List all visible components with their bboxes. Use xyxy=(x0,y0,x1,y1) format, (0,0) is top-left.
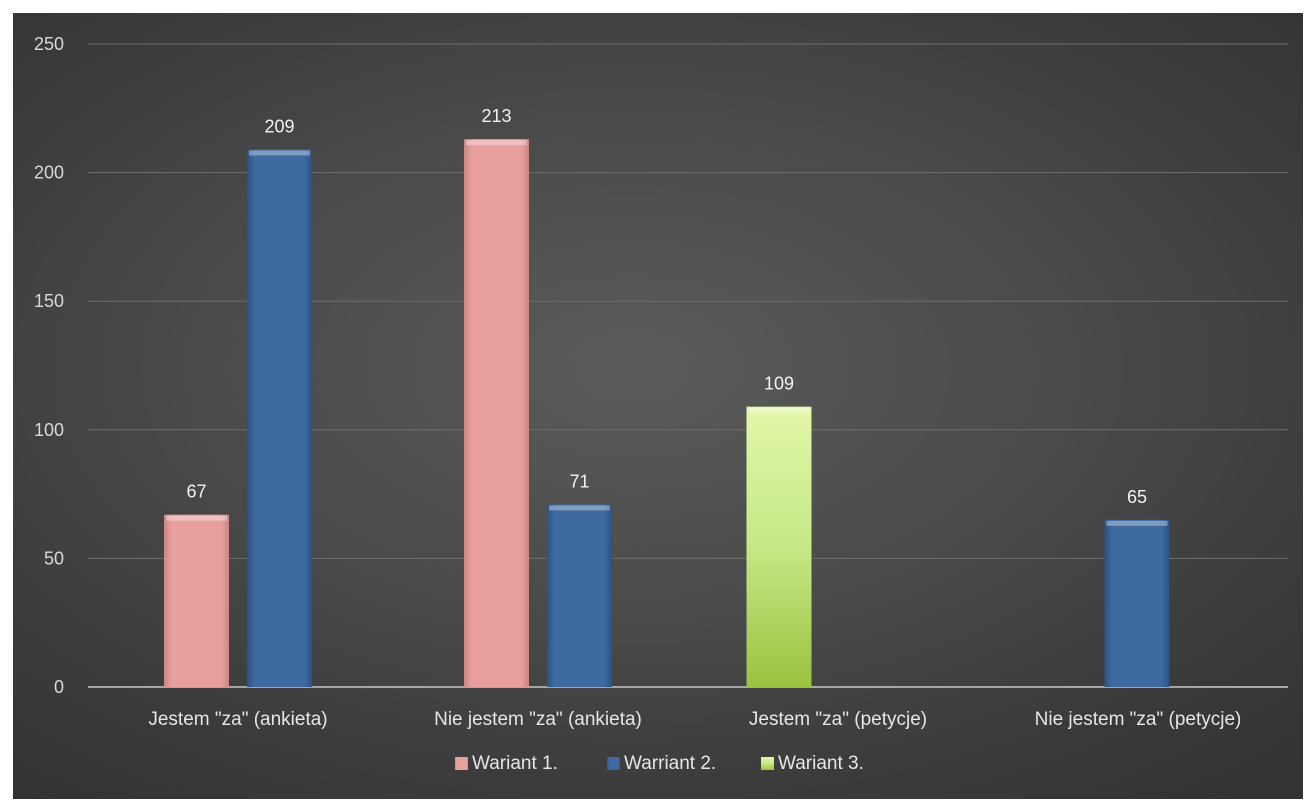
y-tick-label: 100 xyxy=(34,420,64,440)
legend-swatch xyxy=(761,757,774,770)
bar-bevel xyxy=(466,140,527,146)
data-label: 67 xyxy=(186,482,206,502)
data-label: 209 xyxy=(264,116,294,136)
bar-warriant-2-1 xyxy=(547,504,612,687)
bar-wariant-1-1 xyxy=(464,139,529,687)
bar-bevel xyxy=(166,515,227,521)
y-tick-label: 50 xyxy=(44,548,64,568)
data-label: 109 xyxy=(764,374,794,394)
data-label: 213 xyxy=(481,106,511,126)
bar-bevel xyxy=(249,150,310,156)
legend-label: Warriant 2. xyxy=(624,753,716,774)
y-tick-label: 150 xyxy=(34,291,64,311)
bar-bevel xyxy=(1106,520,1168,526)
y-tick-label: 0 xyxy=(54,677,64,697)
data-label: 65 xyxy=(1127,487,1147,507)
y-tick-label: 250 xyxy=(34,34,64,54)
bar-bevel xyxy=(748,407,810,413)
x-category-label: Jestem "za" (ankieta) xyxy=(148,709,327,730)
bar-bevel xyxy=(549,505,610,511)
bar-wariant-1-0 xyxy=(164,514,229,687)
bar-wariant-3-2 xyxy=(746,406,812,687)
legend-label: Wariant 1. xyxy=(472,753,558,774)
x-category-label: Nie jestem "za" (ankieta) xyxy=(434,709,642,730)
legend-swatch xyxy=(607,757,620,770)
x-category-label: Nie jestem "za" (petycje) xyxy=(1035,709,1242,730)
bar-warriant-2-0 xyxy=(247,149,312,687)
x-category-label: Jestem "za" (petycje) xyxy=(749,709,927,730)
y-tick-label: 200 xyxy=(34,163,64,183)
bar-warriant-2-3 xyxy=(1104,519,1170,687)
legend-swatch xyxy=(455,757,468,770)
legend-label: Wariant 3. xyxy=(778,753,864,774)
data-label: 71 xyxy=(569,471,589,491)
